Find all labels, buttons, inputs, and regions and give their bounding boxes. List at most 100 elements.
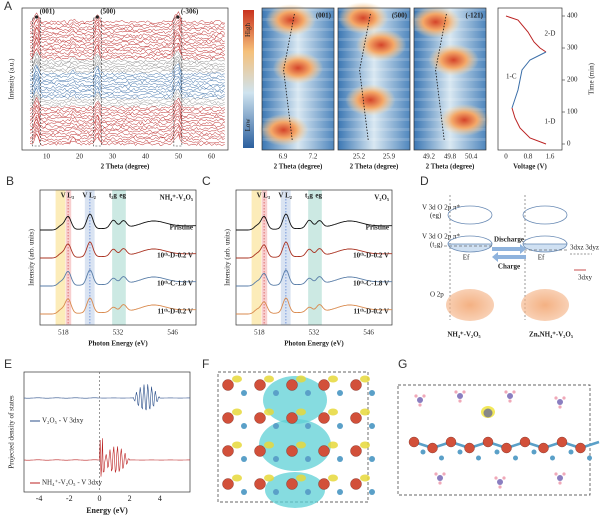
arrow-label: Charge — [498, 263, 520, 271]
x-tick-label: 518 — [254, 329, 265, 337]
panel-label: B — [6, 174, 14, 188]
discharge-curve — [505, 15, 547, 53]
heatmap-stripe — [262, 98, 334, 101]
spectrum — [236, 241, 392, 259]
heatmap-stripe — [338, 78, 410, 81]
atom-n — [557, 475, 563, 481]
material-label: NH₄⁺-V₂O₅ — [160, 194, 193, 202]
fermi-label: Ef — [538, 254, 545, 262]
curve-label: 10ᵗʰ-C-1.8 V — [157, 280, 193, 288]
eg-band — [522, 205, 568, 225]
atom-v — [427, 442, 438, 454]
spectrum — [40, 241, 196, 259]
heatmap-hot — [410, 6, 461, 38]
axis-box — [413, 7, 487, 151]
atom-o — [273, 489, 279, 495]
atom-v — [286, 379, 298, 391]
atom-v — [222, 412, 234, 424]
atom-o — [241, 489, 247, 495]
atom-v — [350, 478, 362, 490]
cell-box — [397, 384, 591, 496]
heatmap-hot — [356, 29, 407, 61]
colorbar-high: High — [244, 23, 252, 38]
x-tick-label: 546 — [167, 329, 178, 337]
x-axis-label: Energy (eV) — [86, 506, 128, 515]
x-tick-label: 532 — [113, 329, 124, 337]
atom-h — [454, 390, 458, 394]
x-tick-label: 7.2 — [309, 153, 318, 161]
spectrum — [40, 269, 196, 287]
heatmap-stripe — [414, 98, 486, 101]
y-tick-label: 300 — [567, 44, 578, 52]
t2g-band — [522, 243, 568, 253]
pattern-line — [29, 130, 225, 141]
atom-h — [502, 476, 506, 480]
atom-o — [439, 455, 444, 461]
edge-band — [112, 190, 126, 325]
atom-h — [494, 476, 498, 480]
atom-h — [458, 399, 462, 403]
lobe — [296, 375, 306, 383]
atom-h — [512, 390, 516, 394]
pattern-line — [29, 24, 225, 37]
pattern-line — [29, 57, 225, 69]
atom-o — [587, 455, 592, 461]
atom-v — [318, 412, 330, 424]
atom-h — [498, 485, 502, 489]
atom-h — [558, 405, 562, 409]
arrow-label: Discharge — [494, 236, 524, 244]
pattern-line — [29, 14, 225, 27]
pattern-line — [29, 53, 225, 66]
pattern-line — [29, 87, 225, 100]
spectrum — [236, 213, 392, 231]
x-tick-label: 2 — [128, 494, 132, 503]
atom-v — [501, 442, 512, 454]
x-tick-label: 49.8 — [444, 153, 457, 161]
y-axis-label: Time (min) — [588, 62, 596, 94]
colorbar-low: Low — [244, 118, 252, 132]
edge-label: eg — [315, 192, 322, 200]
atom-h — [554, 472, 558, 476]
trend-line — [435, 13, 447, 141]
x-tick-label: -4 — [36, 494, 43, 503]
peak-label: (500) — [100, 8, 116, 16]
pattern-line — [30, 76, 225, 89]
atom-v — [254, 379, 266, 391]
band-label: (eg) — [430, 212, 442, 220]
atom-n — [417, 397, 423, 403]
heatmap-title: (001) — [316, 12, 332, 20]
pattern-line — [29, 105, 225, 118]
atom-o — [337, 489, 343, 495]
pattern-line — [29, 96, 225, 110]
peak-label: (001) — [40, 8, 56, 16]
pattern-line — [29, 72, 225, 84]
heatmap-hot — [338, 2, 389, 34]
atom-h — [422, 394, 426, 398]
x-tick-label: 6.9 — [279, 153, 288, 161]
pattern-line — [29, 100, 225, 113]
atom-v — [254, 478, 266, 490]
axis-box — [39, 189, 197, 326]
spectrum — [40, 297, 196, 315]
curve-label: 10ᵗʰ-D-0.2 V — [353, 252, 389, 260]
curve-label: Pristine — [170, 224, 193, 232]
axis-box — [21, 7, 229, 151]
axis-box — [497, 7, 563, 151]
split-label: 3dxz 3dyz — [570, 244, 599, 252]
stage-label: 1-C — [506, 73, 517, 81]
lobe — [232, 474, 242, 482]
axis-box — [337, 7, 411, 151]
heatmap-title: (-121) — [466, 12, 484, 20]
atom-v — [222, 445, 234, 457]
material-label: V₂O₅ — [374, 194, 389, 202]
pattern-line — [29, 32, 225, 45]
pattern-line — [29, 111, 225, 123]
atom-o — [241, 456, 247, 462]
pattern-line — [29, 41, 225, 53]
band-label: V 3d O 2p π* — [422, 204, 461, 212]
x-tick-label: 0 — [97, 494, 101, 503]
pattern-line — [29, 85, 225, 97]
heatmap-stripe — [262, 88, 334, 91]
atom-h — [442, 472, 446, 476]
